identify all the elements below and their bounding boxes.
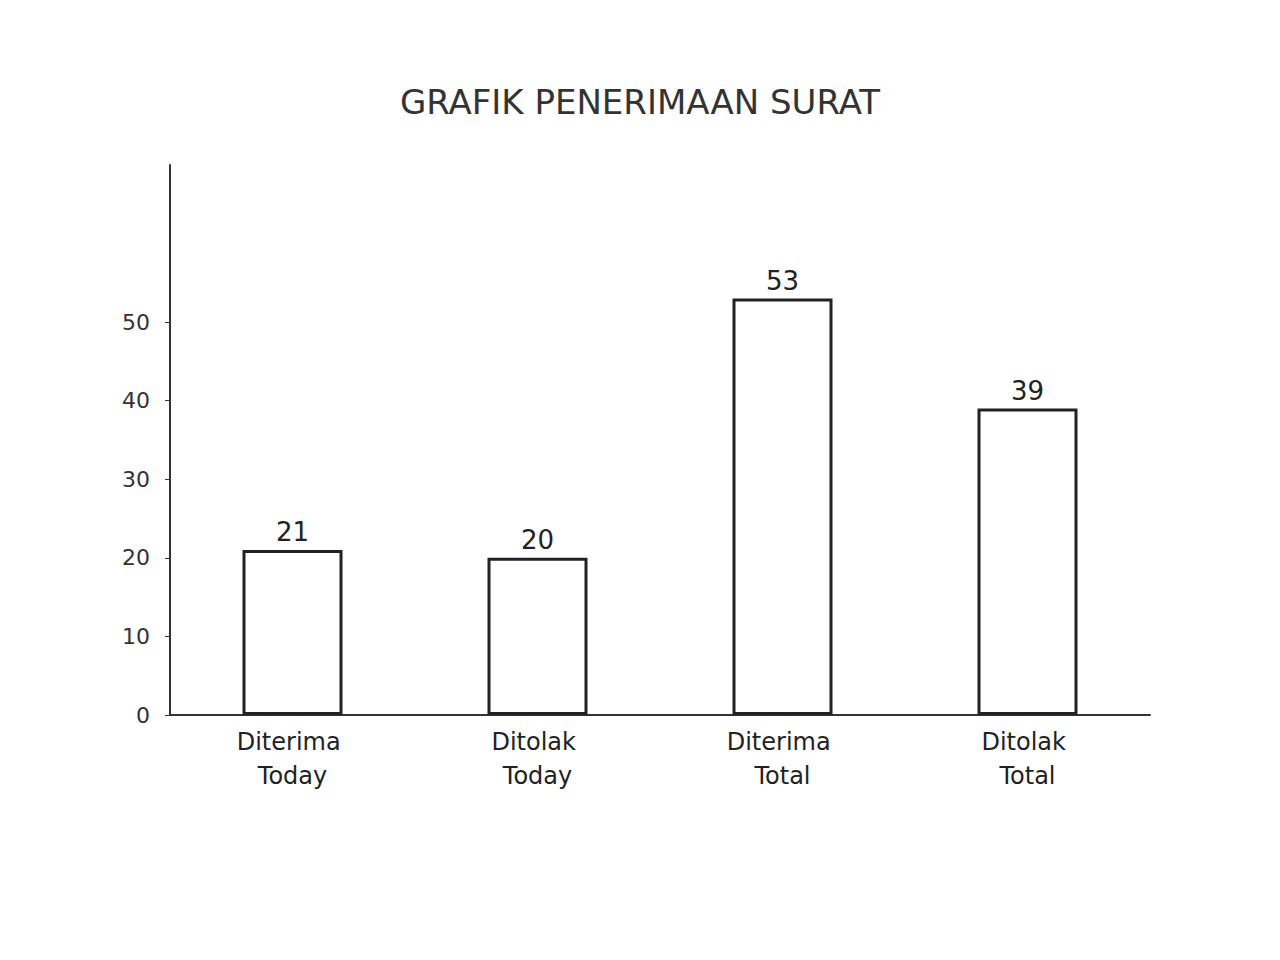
svg-text:40: 40	[122, 388, 150, 413]
svg-text:Total: Total	[753, 762, 810, 790]
svg-text:Diterima: Diterima	[727, 728, 839, 756]
svg-text:10: 10	[122, 624, 150, 649]
svg-text:Total: Total	[998, 762, 1055, 790]
svg-text:0: 0	[136, 703, 150, 728]
svg-text:39: 39	[1011, 376, 1044, 406]
svg-text:30: 30	[122, 467, 150, 492]
svg-text:20: 20	[122, 545, 150, 570]
svg-text:Today: Today	[502, 762, 572, 790]
svg-text:21: 21	[276, 517, 309, 547]
svg-text:Diterima: Diterima	[237, 728, 349, 756]
svg-text:Ditolak: Ditolak	[981, 728, 1073, 756]
svg-text:53: 53	[766, 266, 799, 296]
svg-text:50: 50	[122, 310, 150, 335]
svg-text:Today: Today	[257, 762, 327, 790]
svg-text:Ditolak: Ditolak	[491, 728, 583, 756]
svg-text:20: 20	[521, 525, 554, 555]
svg-text:GRAFIK PENERIMAAN SURAT: GRAFIK PENERIMAAN SURAT	[400, 82, 880, 122]
